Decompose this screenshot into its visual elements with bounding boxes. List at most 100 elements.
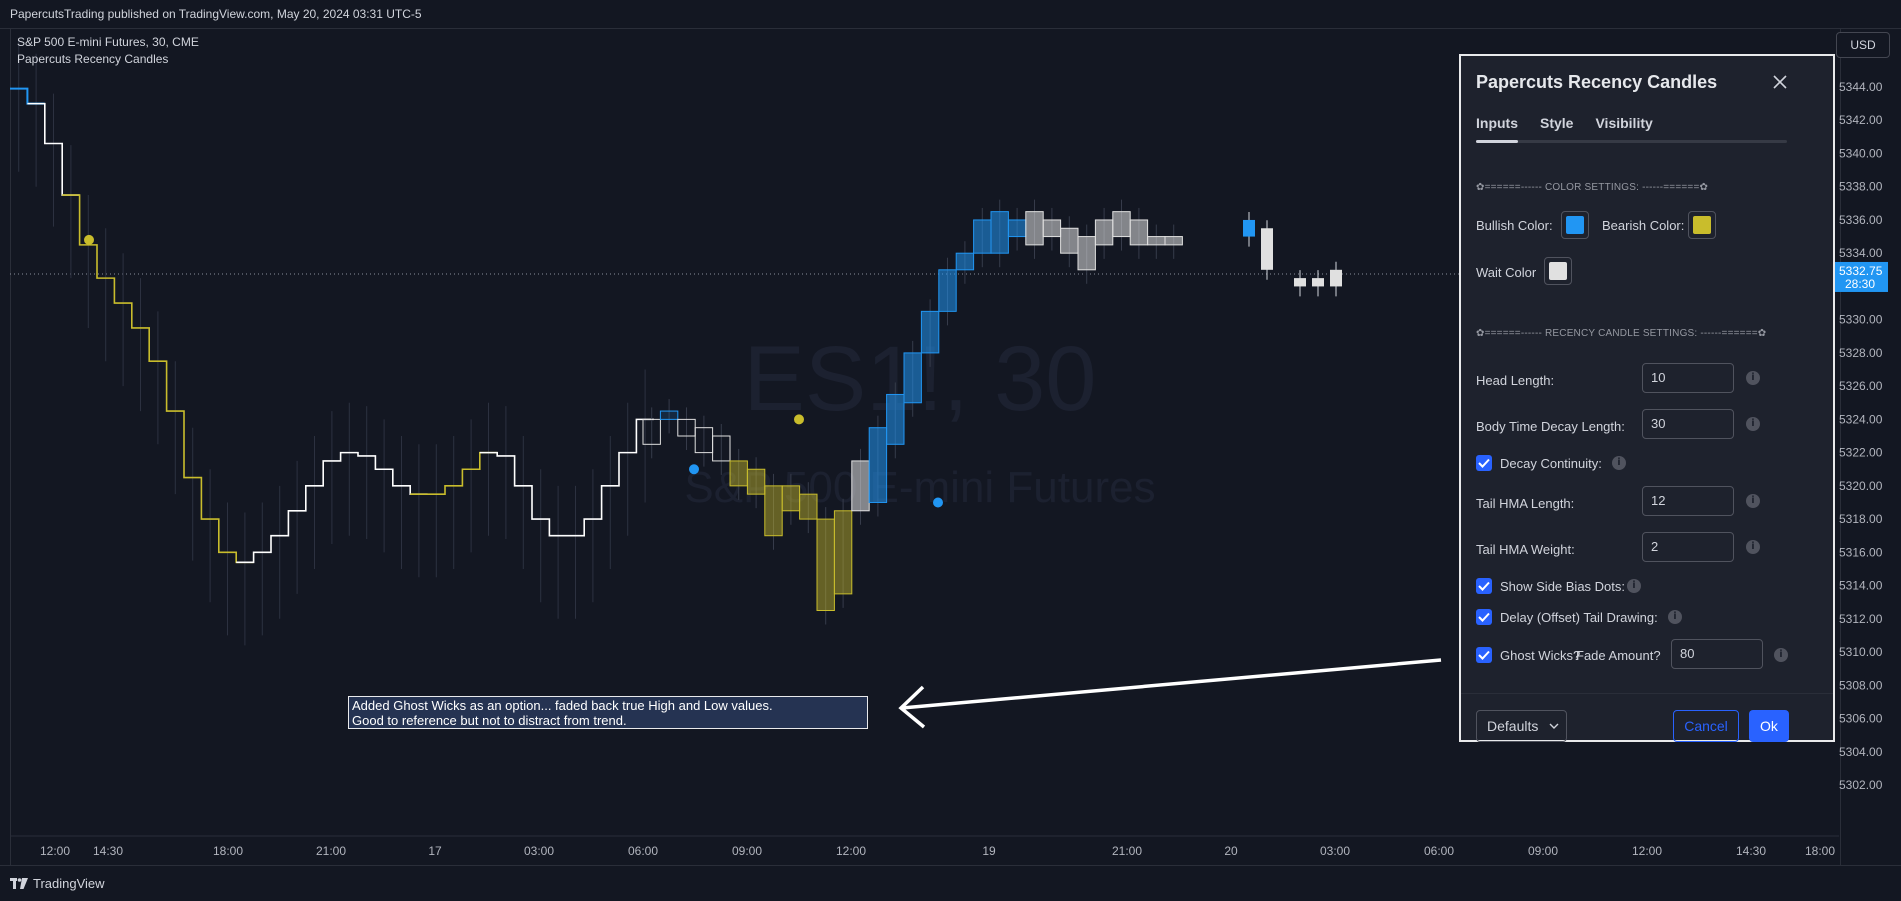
dialog-title: Papercuts Recency Candles — [1476, 72, 1718, 92]
annotation-arrow-shaft — [901, 658, 1442, 710]
price-axis-label: 5330.00 — [1839, 313, 1883, 327]
annotation-arrow-head — [898, 685, 926, 729]
time-axis-label: 03:00 — [524, 844, 554, 858]
indicator-settings-dialog: Papercuts Recency Candles Inputs Style V… — [1459, 54, 1835, 742]
decay-continuity-checkbox[interactable] — [1476, 455, 1492, 471]
recency-candle — [712, 435, 731, 462]
recency-candle — [833, 510, 853, 595]
ghost-wicks-label: Ghost Wicks? — [1500, 648, 1581, 663]
head-candle — [1330, 269, 1342, 287]
price-axis-label: 5316.00 — [1839, 545, 1883, 559]
time-axis-label: 09:00 — [1528, 844, 1558, 858]
ghost-wicks-checkbox[interactable] — [1476, 647, 1492, 663]
side-bias-dot — [689, 464, 699, 475]
bearish-color-label: Bearish Color: — [1602, 218, 1685, 233]
chart-legend[interactable]: S&P 500 E-mini Futures, 30, CME Papercut… — [17, 34, 199, 68]
dialog-footer-divider — [1461, 693, 1833, 694]
side-bias-dots-checkbox[interactable] — [1476, 578, 1492, 594]
time-axis-label: 09:00 — [732, 844, 762, 858]
tab-inputs[interactable]: Inputs — [1476, 115, 1518, 131]
info-icon[interactable]: i — [1746, 417, 1760, 431]
color-settings-header: ✿======------ COLOR SETTINGS: ------====… — [1476, 182, 1709, 193]
bullish-color-swatch[interactable] — [1561, 211, 1589, 239]
recency-candle — [868, 427, 888, 503]
recency-candle — [1025, 211, 1044, 246]
time-axis-label: 19 — [982, 844, 996, 858]
delay-tail-checkbox[interactable] — [1476, 609, 1492, 625]
price-axis-label: 5322.00 — [1839, 446, 1883, 460]
price-axis-label: 5312.00 — [1839, 612, 1883, 626]
time-axis-label: 14:30 — [1736, 844, 1766, 858]
tradingview-logo[interactable]: TradingView — [10, 876, 105, 891]
top-bar: PapercutsTrading published on TradingVie… — [0, 0, 1901, 29]
close-icon[interactable] — [1766, 68, 1794, 96]
tail-line-wait — [236, 451, 428, 564]
info-icon[interactable]: i — [1746, 494, 1760, 508]
delay-tail-label: Delay (Offset) Tail Drawing: — [1500, 610, 1658, 625]
time-axis-label: 21:00 — [316, 844, 346, 858]
head-length-input[interactable]: 10 — [1642, 363, 1734, 393]
fade-amount-label: Fade Amount? — [1576, 648, 1661, 663]
info-icon[interactable]: i — [1668, 610, 1682, 624]
tab-underline — [1476, 140, 1787, 143]
info-icon[interactable]: i — [1746, 371, 1760, 385]
recency-candle — [816, 518, 835, 611]
info-icon[interactable]: i — [1774, 648, 1788, 662]
side-bias-dots-label: Show Side Bias Dots: — [1500, 579, 1626, 594]
indicator-title[interactable]: Papercuts Recency Candles — [17, 52, 169, 66]
recency-candle — [990, 211, 1009, 254]
head-candle — [1243, 219, 1255, 237]
ok-button[interactable]: Ok — [1749, 710, 1789, 742]
defaults-dropdown[interactable]: Defaults — [1476, 710, 1567, 742]
info-icon[interactable]: i — [1612, 456, 1626, 470]
bar-countdown-label: 28:30 — [1845, 277, 1875, 291]
time-axis-label: 12:00 — [40, 844, 70, 858]
time-axis-label: 18:00 — [1805, 844, 1835, 858]
recency-candle — [799, 493, 818, 520]
tab-visibility[interactable]: Visibility — [1595, 115, 1653, 131]
recency-candle — [955, 252, 975, 271]
time-axis-label: 06:00 — [1424, 844, 1454, 858]
price-axis-label: 5344.00 — [1839, 80, 1883, 94]
head-candle — [1294, 278, 1306, 287]
tail-line-bear — [410, 451, 498, 495]
time-axis-label: 18:00 — [213, 844, 243, 858]
time-axis-label: 12:00 — [836, 844, 866, 858]
body-decay-input[interactable]: 30 — [1642, 409, 1734, 439]
tail-line-wait — [479, 418, 654, 537]
recency-candle — [1164, 236, 1183, 246]
recency-candle — [886, 393, 905, 445]
wait-color-swatch[interactable] — [1544, 257, 1572, 285]
price-axis-label: 5326.00 — [1839, 379, 1883, 393]
recency-candle — [781, 485, 801, 512]
cancel-button[interactable]: Cancel — [1673, 710, 1739, 742]
tradingview-logo-icon — [10, 878, 28, 889]
recency-candle — [1060, 227, 1079, 254]
recency-candle — [920, 310, 940, 354]
annotation-note[interactable]: Added Ghost Wicks as an option... faded … — [348, 696, 868, 729]
tail-hma-weight-input[interactable]: 2 — [1642, 532, 1734, 562]
info-icon[interactable]: i — [1627, 579, 1641, 593]
fade-amount-input[interactable]: 80 — [1671, 639, 1763, 669]
recency-candle — [729, 460, 748, 487]
bearish-color-swatch[interactable] — [1688, 211, 1716, 239]
recency-candle — [694, 427, 714, 454]
recency-candle — [1094, 219, 1114, 246]
tail-hma-weight-label: Tail HMA Weight: — [1476, 542, 1575, 557]
symbol-title[interactable]: S&P 500 E-mini Futures, 30, CME — [17, 35, 199, 49]
price-axis-label: 5340.00 — [1839, 146, 1883, 160]
tab-style[interactable]: Style — [1540, 115, 1574, 131]
tail-hma-length-input[interactable]: 12 — [1642, 486, 1734, 516]
recency-candle — [1077, 236, 1096, 271]
recency-candle — [851, 460, 870, 512]
recency-candle — [973, 219, 992, 254]
dialog-tabs: Inputs Style Visibility — [1476, 115, 1653, 131]
info-icon[interactable]: i — [1746, 540, 1760, 554]
time-axis-label: 12:00 — [1632, 844, 1662, 858]
price-axis-label: 5308.00 — [1839, 678, 1883, 692]
last-price-badge[interactable] — [1834, 261, 1888, 292]
side-bias-dot — [794, 414, 804, 425]
currency-button[interactable]: USD — [1836, 32, 1890, 58]
price-axis-label: 5324.00 — [1839, 412, 1883, 426]
